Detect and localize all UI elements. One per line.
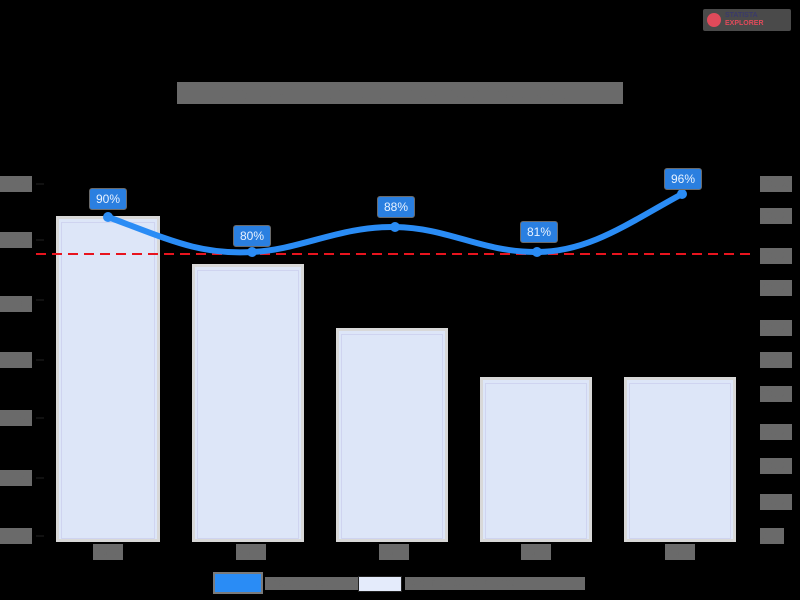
right-axis-tick: 3000: [760, 424, 792, 440]
bar-2020[interactable]: [192, 264, 304, 542]
legend-label-bar[interactable]: Total number of entries: [405, 577, 585, 590]
legend-label-line[interactable]: Share of total: [265, 577, 360, 590]
x-axis-tick: 2023: [665, 544, 695, 560]
left-axis-tick: 20: [0, 470, 32, 486]
right-axis-tick: 8000: [760, 248, 792, 264]
logo-globe-icon: [707, 13, 721, 27]
right-axis-tick: 9000: [760, 208, 792, 224]
x-axis-tick: 2021: [379, 544, 409, 560]
legend-swatch-line[interactable]: [213, 572, 263, 594]
data-label: 88%: [377, 196, 416, 218]
x-axis-tick: 2022: [521, 544, 551, 560]
data-label: 96%: [664, 168, 703, 190]
right-axis-tick: 5000: [760, 352, 792, 368]
data-label: 80%: [233, 225, 272, 247]
x-axis-tick: 2020: [236, 544, 266, 560]
logo-line1: STATISTA: [725, 12, 758, 19]
left-axis-tick: 120: [0, 176, 32, 192]
bar-2021[interactable]: [336, 328, 448, 542]
right-axis-tick: 6000: [760, 320, 792, 336]
chart-title: Share and Total Count by Year (obscured): [177, 82, 623, 104]
left-axis-tick: 80: [0, 296, 32, 312]
left-axis-tick: 40: [0, 410, 32, 426]
x-axis-tick: 2019: [93, 544, 123, 560]
left-axis-tick: 0: [0, 528, 32, 544]
legend: Share of total Total number of entries: [207, 569, 585, 595]
bar-2019[interactable]: [56, 216, 160, 542]
logo-line2: EXPLORER: [725, 20, 764, 27]
bar-2023[interactable]: [624, 377, 736, 542]
right-axis-tick: 0: [760, 528, 784, 544]
data-label: 90%: [89, 188, 128, 210]
legend-swatch-bar[interactable]: [358, 576, 402, 592]
bar-2022[interactable]: [480, 377, 592, 542]
data-label: 81%: [520, 221, 559, 243]
left-axis-tick: 100: [0, 232, 32, 248]
right-axis-tick: 1000: [760, 494, 792, 510]
right-axis-tick: 4000: [760, 386, 792, 402]
logo: STATISTA EXPLORER: [703, 9, 791, 31]
right-axis-tick: 2000: [760, 458, 792, 474]
right-axis-tick: 10000: [760, 176, 792, 192]
left-axis-tick: 60: [0, 352, 32, 368]
right-axis-tick: 7000: [760, 280, 792, 296]
